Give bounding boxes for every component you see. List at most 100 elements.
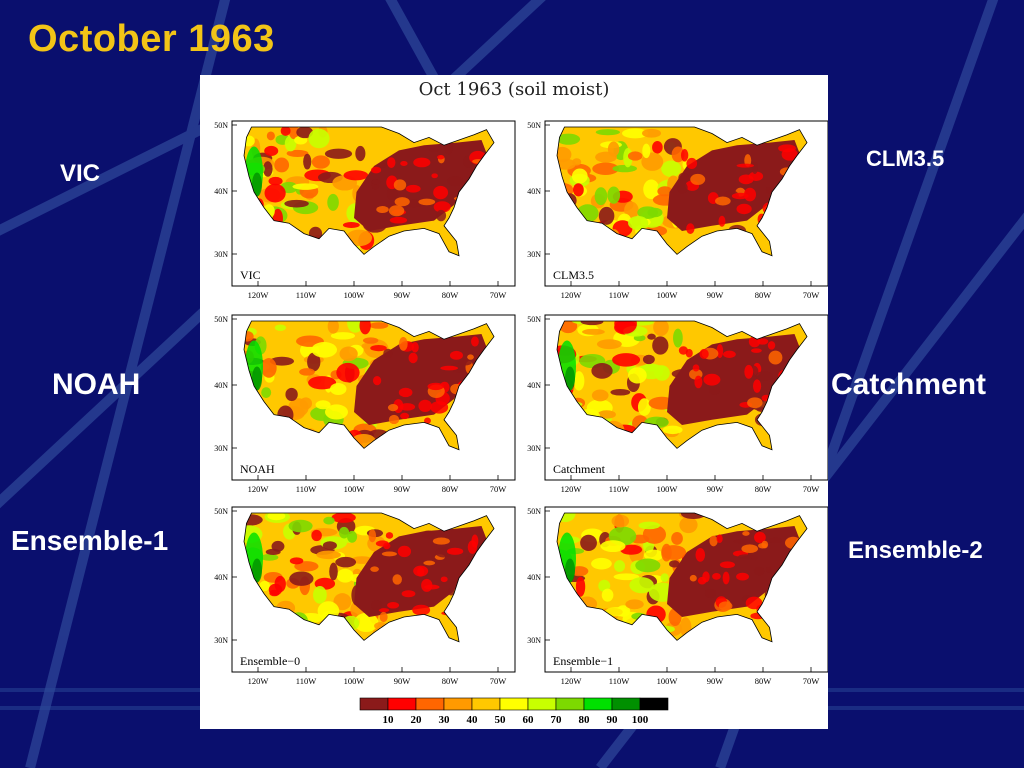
colorbar-swatch: [359, 697, 389, 711]
label-ensemble-2: Ensemble-2: [848, 537, 983, 564]
lon-label: 80W: [442, 484, 459, 494]
colorbar-tick: 10: [383, 714, 395, 726]
map-panel: 50N 40N 30N 120W 110W 100W 90W 80W 70W Catchment: [527, 314, 828, 494]
lon-label: 70W: [490, 484, 507, 494]
lon-label: 100W: [657, 290, 678, 300]
lon-label: 90W: [707, 290, 724, 300]
lon-label: 120W: [561, 676, 582, 686]
lat-label: 50N: [214, 507, 228, 516]
lat-label: 30N: [527, 636, 541, 645]
colorbar-tick: 80: [579, 714, 591, 726]
lat-label: 50N: [527, 315, 541, 324]
lon-label: 90W: [707, 484, 724, 494]
map-panel: 50N 40N 30N 120W 110W 100W 90W 80W 70W VIC: [214, 120, 516, 300]
colorbar-tick: 50: [495, 714, 507, 726]
lon-label: 110W: [296, 676, 316, 686]
panel-name: CLM3.5: [553, 268, 594, 282]
colorbar-swatch: [611, 697, 641, 711]
figure-title: Oct 1963 (soil moist): [418, 79, 610, 100]
map-panel: 50N 40N 30N 120W 110W 100W 90W 80W 70W Ensemble−0: [214, 506, 516, 686]
lon-label: 120W: [248, 484, 269, 494]
colorbar-swatch: [415, 697, 445, 711]
colorbar-tick: 100: [632, 714, 649, 726]
colorbar-tick: 30: [439, 714, 451, 726]
lat-label: 40N: [527, 381, 541, 390]
lat-label: 40N: [527, 187, 541, 196]
lon-label: 120W: [248, 676, 269, 686]
colorbar-tick: 20: [411, 714, 423, 726]
lon-label: 100W: [344, 484, 365, 494]
colorbar-swatch: [387, 697, 417, 711]
colorbar-tick: 60: [523, 714, 535, 726]
label-noah: NOAH: [52, 368, 141, 401]
slide-title: October 1963: [28, 18, 275, 60]
lat-label: 40N: [214, 573, 228, 582]
colorbar-swatch: [443, 697, 473, 711]
lon-label: 70W: [490, 676, 507, 686]
map-panel: 50N 40N 30N 120W 110W 100W 90W 80W 70W Ensemble−1: [527, 506, 828, 686]
map-panel: 50N 40N 30N 120W 110W 100W 90W 80W 70W NOAH: [214, 314, 516, 494]
lon-label: 120W: [561, 484, 582, 494]
colorbar-tick: 70: [551, 714, 563, 726]
map-panel: 50N 40N 30N 120W 110W 100W 90W 80W 70W CLM3.5: [527, 120, 828, 300]
panel-name: Ensemble−0: [240, 654, 300, 668]
lon-label: 110W: [296, 484, 316, 494]
lat-label: 30N: [527, 444, 541, 453]
lon-label: 120W: [248, 290, 269, 300]
lat-label: 30N: [214, 444, 228, 453]
lat-label: 30N: [214, 636, 228, 645]
panel-name: Ensemble−1: [553, 654, 613, 668]
lon-label: 70W: [490, 290, 507, 300]
soil-moisture-field: [244, 321, 494, 450]
lon-label: 80W: [442, 676, 459, 686]
lon-label: 90W: [707, 676, 724, 686]
colorbar-swatch: [555, 697, 585, 711]
colorbar-swatch: [499, 697, 529, 711]
label-clm: CLM3.5: [866, 146, 945, 171]
lon-label: 90W: [394, 290, 411, 300]
label-catchment: Catchment: [831, 368, 987, 401]
lon-label: 100W: [344, 290, 365, 300]
lat-label: 30N: [527, 250, 541, 259]
panel-name: Catchment: [553, 462, 606, 476]
lon-label: 90W: [394, 676, 411, 686]
lat-label: 30N: [214, 250, 228, 259]
label-ensemble-1: Ensemble-1: [11, 525, 169, 556]
lon-label: 70W: [803, 676, 820, 686]
panel-name: NOAH: [240, 462, 275, 476]
lon-label: 110W: [609, 290, 629, 300]
lon-label: 110W: [609, 676, 629, 686]
colorbar-swatch: [639, 697, 669, 711]
colorbar-tick: 90: [607, 714, 619, 726]
lon-label: 110W: [609, 484, 629, 494]
soil-moisture-figure: Oct 1963 (soil moist) 50N 40N 30N 120W 110W 1…: [200, 75, 828, 729]
lat-label: 50N: [214, 315, 228, 324]
colorbar-swatch: [471, 697, 501, 711]
panel-name: VIC: [240, 268, 261, 282]
lat-label: 50N: [214, 121, 228, 130]
lon-label: 80W: [755, 676, 772, 686]
lon-label: 70W: [803, 484, 820, 494]
lon-label: 90W: [394, 484, 411, 494]
soil-moisture-field: [244, 127, 494, 256]
lat-label: 40N: [527, 573, 541, 582]
colorbar-swatch: [527, 697, 557, 711]
colorbar-swatch: [583, 697, 613, 711]
lon-label: 100W: [344, 676, 365, 686]
lon-label: 80W: [755, 484, 772, 494]
label-vic: VIC: [60, 160, 101, 187]
lat-label: 40N: [214, 381, 228, 390]
lon-label: 70W: [803, 290, 820, 300]
lon-label: 100W: [657, 484, 678, 494]
colorbar: 10 20 30 40 50 60 70 80 90 100: [359, 697, 669, 726]
lon-label: 100W: [657, 676, 678, 686]
colorbar-tick: 40: [467, 714, 479, 726]
lat-label: 50N: [527, 507, 541, 516]
lon-label: 80W: [442, 290, 459, 300]
lat-label: 50N: [527, 121, 541, 130]
map-panels: 50N 40N 30N 120W 110W 100W 90W 80W 70W VIC 50N 40N 3…: [214, 120, 828, 726]
lon-label: 110W: [296, 290, 316, 300]
lon-label: 120W: [561, 290, 582, 300]
lon-label: 80W: [755, 290, 772, 300]
lat-label: 40N: [214, 187, 228, 196]
